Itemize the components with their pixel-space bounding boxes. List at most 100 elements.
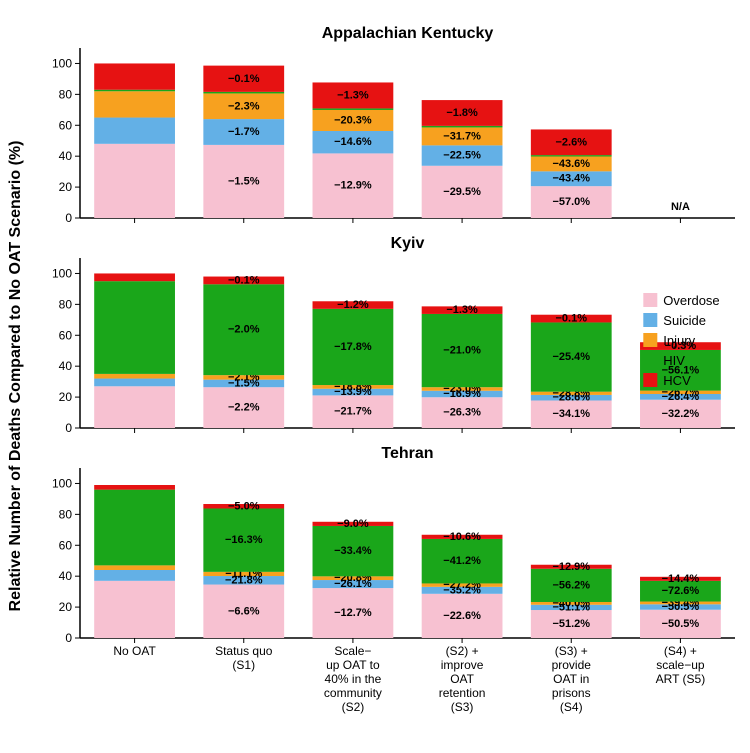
legend-label-injury: Injury — [663, 333, 695, 348]
y-axis-label: Relative Number of Deaths Compared to No… — [7, 141, 24, 612]
y-tick-label: 100 — [52, 56, 72, 70]
bar-seg-hiv — [531, 155, 612, 156]
bar-annotation: −5.0% — [228, 500, 260, 512]
bar-annotation: −41.2% — [443, 555, 481, 567]
legend-swatch-hiv — [643, 353, 657, 367]
bar-annotation: −43.4% — [552, 173, 590, 185]
y-tick-label: 60 — [59, 538, 73, 552]
bar-annotation: −9.0% — [337, 518, 369, 530]
bar-annotation: −22.5% — [443, 150, 481, 162]
x-category-label: (S3) — [451, 700, 474, 714]
y-tick-label: 60 — [59, 328, 73, 342]
y-tick-label: 60 — [59, 118, 73, 132]
bar-seg-injury — [94, 374, 175, 379]
bar-annotation: −26.3% — [443, 407, 481, 419]
legend-label-hcv: HCV — [663, 373, 691, 388]
bar-annotation: −72.6% — [662, 585, 700, 597]
bar-annotation: −14.6% — [334, 136, 372, 148]
bar-seg-hcv — [94, 485, 175, 490]
y-tick-label: 0 — [65, 421, 72, 435]
legend-label-hiv: HIV — [663, 353, 685, 368]
bar-annotation: −1.3% — [337, 89, 369, 101]
bar-annotation: −50.5% — [662, 618, 700, 630]
na-label: N/A — [671, 201, 690, 213]
legend-swatch-hcv — [643, 373, 657, 387]
x-category-label: OAT in — [553, 672, 589, 686]
y-tick-label: 20 — [59, 390, 73, 404]
bar-annotation: −1.7% — [228, 126, 260, 138]
y-tick-label: 20 — [59, 600, 73, 614]
y-tick-label: 40 — [59, 359, 73, 373]
bar-annotation: −33.4% — [334, 545, 372, 557]
bar-seg-hiv — [94, 281, 175, 374]
y-tick-label: 80 — [59, 87, 73, 101]
bar-annotation: −43.6% — [552, 158, 590, 170]
bar-annotation: −12.9% — [552, 561, 590, 573]
bar-annotation: −1.8% — [446, 107, 478, 119]
x-category-label: OAT — [450, 672, 474, 686]
bar-annotation: −1.5% — [228, 175, 260, 187]
y-tick-label: 100 — [52, 266, 72, 280]
bar-seg-hiv — [422, 126, 503, 128]
x-category-label: (S2) + — [446, 644, 479, 658]
bar-annotation: −29.5% — [443, 186, 481, 198]
bar-annotation: −1.2% — [337, 299, 369, 311]
x-category-label: improve — [441, 658, 484, 672]
x-category-label: retention — [439, 686, 486, 700]
bar-annotation: −0.1% — [228, 274, 260, 286]
bar-annotation: −14.4% — [662, 573, 700, 585]
y-tick-label: 80 — [59, 507, 73, 521]
bar-seg-suicide — [94, 570, 175, 581]
bar-annotation: −32.2% — [662, 408, 700, 420]
bar-seg-overdose — [94, 386, 175, 428]
legend-swatch-injury — [643, 333, 657, 347]
x-category-label: ART (S5) — [656, 672, 706, 686]
x-category-label: (S1) — [232, 658, 255, 672]
y-tick-label: 40 — [59, 149, 73, 163]
x-category-label: No OAT — [113, 644, 156, 658]
bar-annotation: −51.2% — [552, 618, 590, 630]
bar-annotation: −0.1% — [228, 73, 260, 85]
bar-annotation: −25.4% — [552, 351, 590, 363]
y-tick-label: 20 — [59, 180, 73, 194]
bar-annotation: −56.2% — [552, 579, 590, 591]
bar-seg-suicide — [94, 379, 175, 387]
y-tick-label: 0 — [65, 631, 72, 645]
y-tick-label: 40 — [59, 569, 73, 583]
x-category-label: prisons — [552, 686, 591, 700]
bar-annotation: −2.0% — [228, 324, 260, 336]
bar-seg-overdose — [94, 144, 175, 218]
bar-annotation: −2.6% — [556, 136, 588, 148]
x-category-label: (S4) — [560, 700, 583, 714]
bar-annotation: −34.1% — [552, 408, 590, 420]
stacked-bar-figure: Relative Number of Deaths Compared to No… — [0, 0, 750, 753]
legend-label-suicide: Suicide — [663, 313, 706, 328]
bar-seg-hiv — [203, 92, 284, 94]
bar-annotation: −12.7% — [334, 607, 372, 619]
bar-annotation: −17.8% — [334, 341, 372, 353]
bar-annotation: −16.3% — [225, 534, 263, 546]
legend-swatch-suicide — [643, 313, 657, 327]
x-category-label: Status quo — [215, 644, 273, 658]
bar-seg-hiv — [94, 90, 175, 92]
bar-annotation: −31.7% — [443, 130, 481, 142]
bar-seg-hiv — [313, 108, 394, 110]
bar-annotation: −10.6% — [443, 531, 481, 543]
panel-title: Tehran — [381, 445, 433, 462]
bar-annotation: −2.2% — [228, 402, 260, 414]
bar-seg-injury — [94, 565, 175, 570]
x-category-label: (S2) — [342, 700, 365, 714]
x-category-label: community — [324, 686, 382, 700]
x-category-label: up OAT to — [326, 658, 380, 672]
bar-seg-suicide — [94, 118, 175, 144]
bar-seg-hiv — [94, 490, 175, 566]
bar-seg-hcv — [94, 63, 175, 89]
x-category-label: (S3) + — [555, 644, 588, 658]
x-category-label: scale−up — [656, 658, 705, 672]
x-category-label: provide — [552, 658, 592, 672]
bar-annotation: −12.9% — [334, 180, 372, 192]
bar-seg-injury — [94, 91, 175, 117]
panel-title: Kyiv — [391, 235, 425, 252]
bar-annotation: −6.6% — [228, 605, 260, 617]
bar-annotation: −57.0% — [552, 196, 590, 208]
